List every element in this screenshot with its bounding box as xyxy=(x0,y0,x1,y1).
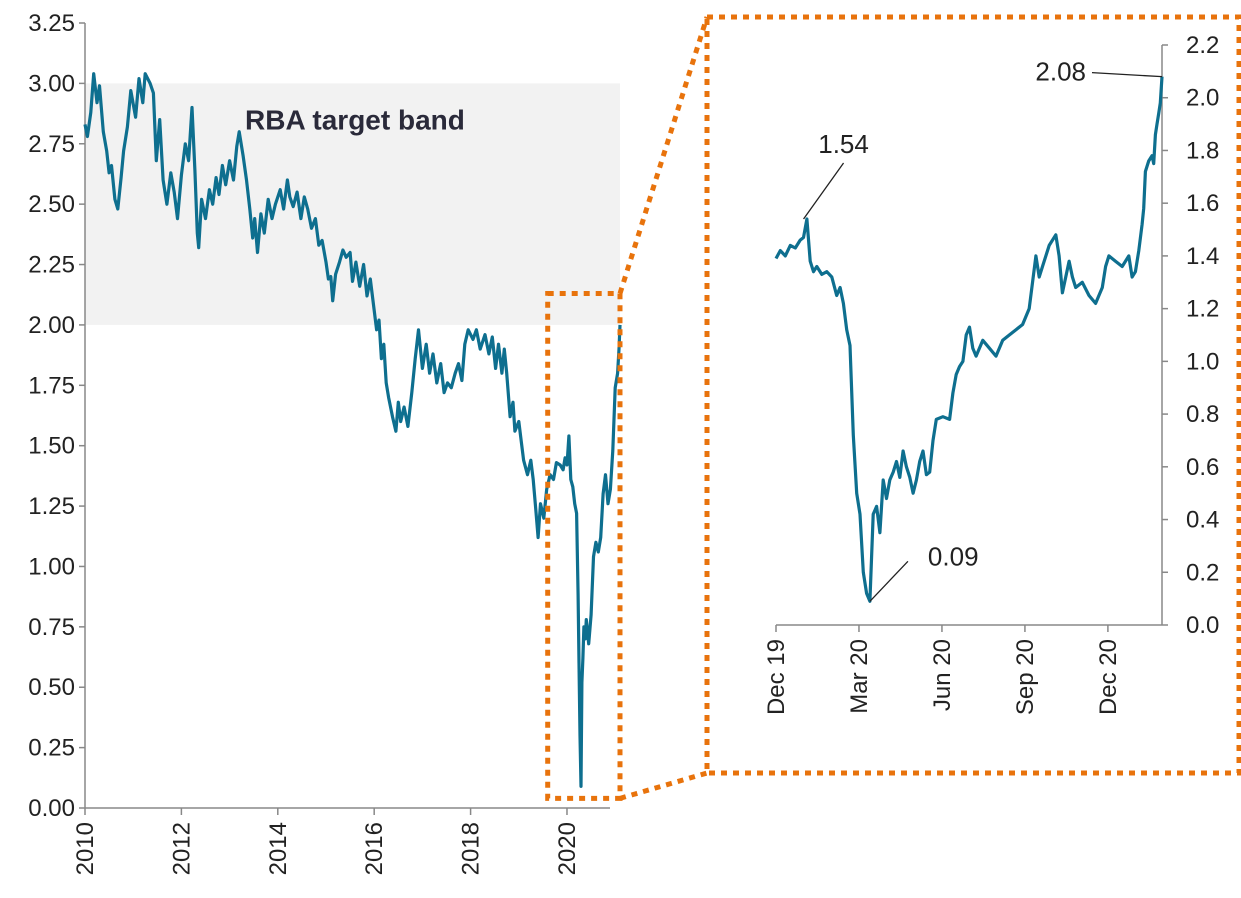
zoom-connector-bottom xyxy=(619,770,708,801)
inset-annotations: 1.54 0.09 2.08 xyxy=(803,57,1163,602)
main-y-tick-label: 3.25 xyxy=(28,10,75,37)
main-y-tick-label: 2.00 xyxy=(28,312,75,339)
inset-y-tick-label: 1.6 xyxy=(1186,190,1219,217)
main-x-tick-label: 2016 xyxy=(361,822,388,875)
main-x-ticks: 2010 2012 2014 2016 2018 2020 xyxy=(72,808,581,875)
inset-frame xyxy=(704,14,1241,776)
annotation-leader xyxy=(869,560,909,602)
inset-y-tick-label: 0.6 xyxy=(1186,454,1219,481)
annotation-label: 1.54 xyxy=(818,129,869,159)
main-x-tick-label: 2020 xyxy=(554,822,581,875)
main-y-tick-label: 2.50 xyxy=(28,191,75,218)
inset-y-tick-label: 2.2 xyxy=(1186,32,1219,59)
inset-y-tick-label: 0.4 xyxy=(1186,507,1219,534)
main-x-tick-label: 2010 xyxy=(72,822,99,875)
inset-y-tick-label: 1.0 xyxy=(1186,348,1219,375)
inset-x-tick-label: Sep 20 xyxy=(1012,639,1039,715)
main-y-tick-label: 0.50 xyxy=(28,674,75,701)
main-y-tick-label: 1.50 xyxy=(28,433,75,460)
inset-x-ticks: Dec 19 Mar 20 Jun 20 Sep 20 Dec 20 xyxy=(763,625,1122,715)
inset-y-tick-label: 1.2 xyxy=(1186,296,1219,323)
inset-series-line xyxy=(774,76,1164,603)
main-y-tick-label: 0.00 xyxy=(28,795,75,822)
zoom-connector-top xyxy=(617,16,710,295)
inset-y-tick-label: 0.0 xyxy=(1186,612,1219,639)
inset-y-tick-label: 2.0 xyxy=(1186,85,1219,112)
main-y-tick-label: 2.25 xyxy=(28,252,75,279)
annotation-label: 0.09 xyxy=(928,541,979,571)
inset-x-tick-label: Mar 20 xyxy=(846,639,873,714)
main-y-tick-label: 0.25 xyxy=(28,735,75,762)
main-y-tick-label: 1.00 xyxy=(28,553,75,580)
inset-y-ticks: 0.0 0.2 0.4 0.6 0.8 1.0 1.2 1.4 1.6 1.8 2.0 2.2 xyxy=(1162,32,1219,639)
main-x-tick-label: 2018 xyxy=(458,822,485,875)
main-y-tick-label: 1.25 xyxy=(28,493,75,520)
main-y-tick-label: 3.00 xyxy=(28,70,75,97)
inset-y-tick-label: 1.8 xyxy=(1186,137,1219,164)
main-y-tick-label: 1.75 xyxy=(28,372,75,399)
main-x-tick-label: 2012 xyxy=(168,822,195,875)
inset-y-tick-label: 0.2 xyxy=(1186,559,1219,586)
main-x-tick-label: 2014 xyxy=(265,822,292,875)
main-chart: RBA target band 0.00 0.25 0.50 0.75 1.00 1.25… xyxy=(28,10,623,875)
inset-y-tick-label: 0.8 xyxy=(1186,401,1219,428)
target-band-label: RBA target band xyxy=(245,105,465,136)
main-y-tick-label: 2.75 xyxy=(28,131,75,158)
inset-x-tick-label: Jun 20 xyxy=(929,639,956,711)
inset-x-tick-label: Dec 19 xyxy=(763,639,790,715)
inset-y-tick-label: 1.4 xyxy=(1186,243,1219,270)
main-y-tick-label: 0.75 xyxy=(28,614,75,641)
inset-x-tick-label: Dec 20 xyxy=(1095,639,1122,715)
annotation-label: 2.08 xyxy=(1035,57,1086,87)
main-y-ticks: 0.00 0.25 0.50 0.75 1.00 1.25 1.50 1.75 2.00 2.25… xyxy=(28,10,85,822)
annotation-leader xyxy=(803,162,845,220)
main-series-line xyxy=(83,72,622,788)
annotation-leader xyxy=(1091,71,1163,78)
inset-chart: 0.0 0.2 0.4 0.6 0.8 1.0 1.2 1.4 1.6 1.8 2.0 2.2 Dec… xyxy=(704,14,1241,776)
highlight-box xyxy=(545,291,623,801)
